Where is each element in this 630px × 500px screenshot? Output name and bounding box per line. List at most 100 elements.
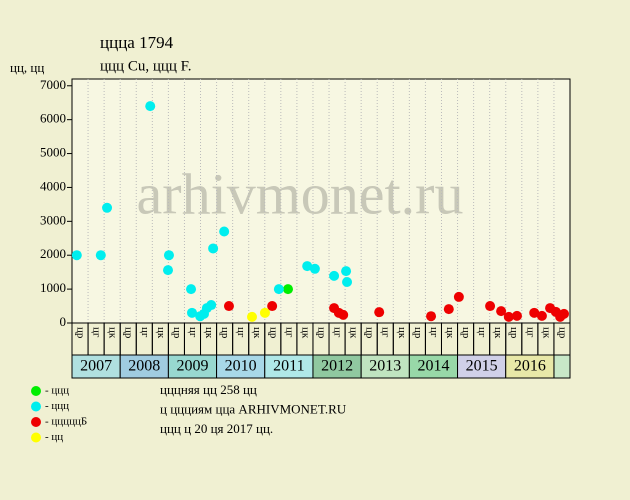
year-label: 2012	[321, 358, 353, 375]
column-label: цг	[332, 327, 344, 338]
point	[163, 265, 173, 276]
column-label: цг	[283, 327, 295, 338]
point	[374, 307, 385, 318]
y-tick-label: 0	[60, 314, 67, 329]
point	[219, 226, 230, 237]
y-tick-label: 4000	[40, 178, 66, 193]
year-label: 2010	[225, 358, 257, 375]
legend-label: - ццц	[45, 385, 69, 397]
y-axis-label: цц, цц	[10, 60, 44, 75]
year-label: 2014	[417, 358, 449, 375]
point	[453, 291, 464, 302]
column-label: цг	[187, 327, 199, 338]
point	[283, 284, 293, 295]
column-label: цг	[428, 327, 440, 338]
column-label: цк	[107, 327, 119, 339]
column-label: цр	[508, 327, 520, 339]
point	[329, 270, 340, 281]
point	[163, 250, 174, 261]
point	[187, 307, 197, 318]
column-label: цр	[123, 327, 135, 339]
year-label: 2016	[514, 358, 546, 375]
column-label: цк	[348, 327, 360, 339]
point	[95, 250, 106, 261]
point	[102, 202, 113, 213]
point	[223, 301, 234, 312]
watermark: arhivmonet.ru	[137, 161, 464, 226]
column-label: цр	[460, 327, 472, 339]
y-tick-label: 5000	[40, 145, 66, 160]
year-label: 2007	[80, 358, 112, 375]
legend-label: - ццц	[45, 400, 69, 412]
legend-marker	[31, 401, 41, 412]
point	[338, 309, 349, 320]
column-label: цк	[155, 327, 167, 339]
point	[485, 301, 496, 312]
point	[145, 101, 156, 112]
point	[247, 311, 257, 322]
chart-subtitle: ццц Cu, ццц F.	[100, 58, 192, 74]
column-label: цр	[219, 327, 231, 339]
y-tick-label: 1000	[40, 280, 66, 295]
point	[273, 284, 284, 295]
legend-label: - цц	[45, 431, 63, 443]
point	[259, 307, 270, 318]
column-label: цк	[492, 327, 504, 339]
footer-text: ццц ц 20 ця 2017 цц.	[160, 421, 273, 436]
column-label: цр	[315, 327, 327, 339]
column-label: цк	[396, 327, 408, 339]
column-label: цк	[444, 327, 456, 339]
year-label: 2013	[369, 358, 401, 375]
year-cell	[553, 354, 571, 379]
y-tick-label: 6000	[40, 111, 66, 126]
year-cell	[505, 354, 555, 379]
column-label: цг	[91, 327, 103, 338]
footer-text: цццняя цц 258 цц	[160, 382, 257, 397]
point	[496, 306, 507, 317]
point	[206, 300, 217, 311]
column-label: цг	[235, 327, 247, 338]
footer-text: ц ццциям цца ARHIVMONET.RU	[160, 401, 347, 416]
column-label: цг	[380, 327, 392, 338]
column-label: цк	[299, 327, 311, 339]
point	[302, 261, 313, 272]
column-label: цк	[203, 327, 215, 339]
column-label: цг	[139, 327, 151, 338]
column-label: цр	[364, 327, 376, 339]
chart-title: ццца 1794	[100, 33, 174, 52]
year-label: 2015	[466, 358, 498, 375]
column-cell	[553, 322, 571, 356]
point	[267, 301, 278, 312]
y-tick-label: 7000	[40, 77, 66, 92]
column-label: цр	[556, 327, 568, 339]
column-label: цр	[267, 327, 279, 339]
point	[503, 311, 514, 322]
column-label: цр	[171, 327, 183, 339]
column-label: цк	[251, 327, 263, 339]
legend-marker	[31, 417, 41, 427]
legend-marker	[31, 432, 41, 443]
point	[443, 304, 454, 315]
column-label: цг	[476, 327, 488, 338]
point	[536, 310, 547, 321]
year-label: 2009	[176, 358, 208, 375]
plot-area	[71, 78, 571, 324]
column-label: цр	[75, 327, 87, 339]
point	[529, 307, 540, 318]
legend-label: - цццццБ	[45, 416, 87, 428]
point	[341, 266, 352, 277]
point	[559, 308, 569, 319]
point	[309, 263, 320, 274]
y-tick-label: 3000	[40, 212, 66, 227]
point	[426, 311, 437, 322]
point	[71, 250, 82, 261]
legend-marker	[31, 386, 41, 396]
column-label: цг	[524, 327, 536, 338]
point	[186, 284, 197, 295]
year-label: 2008	[128, 358, 160, 375]
point	[342, 276, 353, 287]
y-tick-label: 2000	[40, 246, 66, 261]
column-label: цк	[540, 327, 552, 339]
year-label: 2011	[273, 358, 304, 375]
